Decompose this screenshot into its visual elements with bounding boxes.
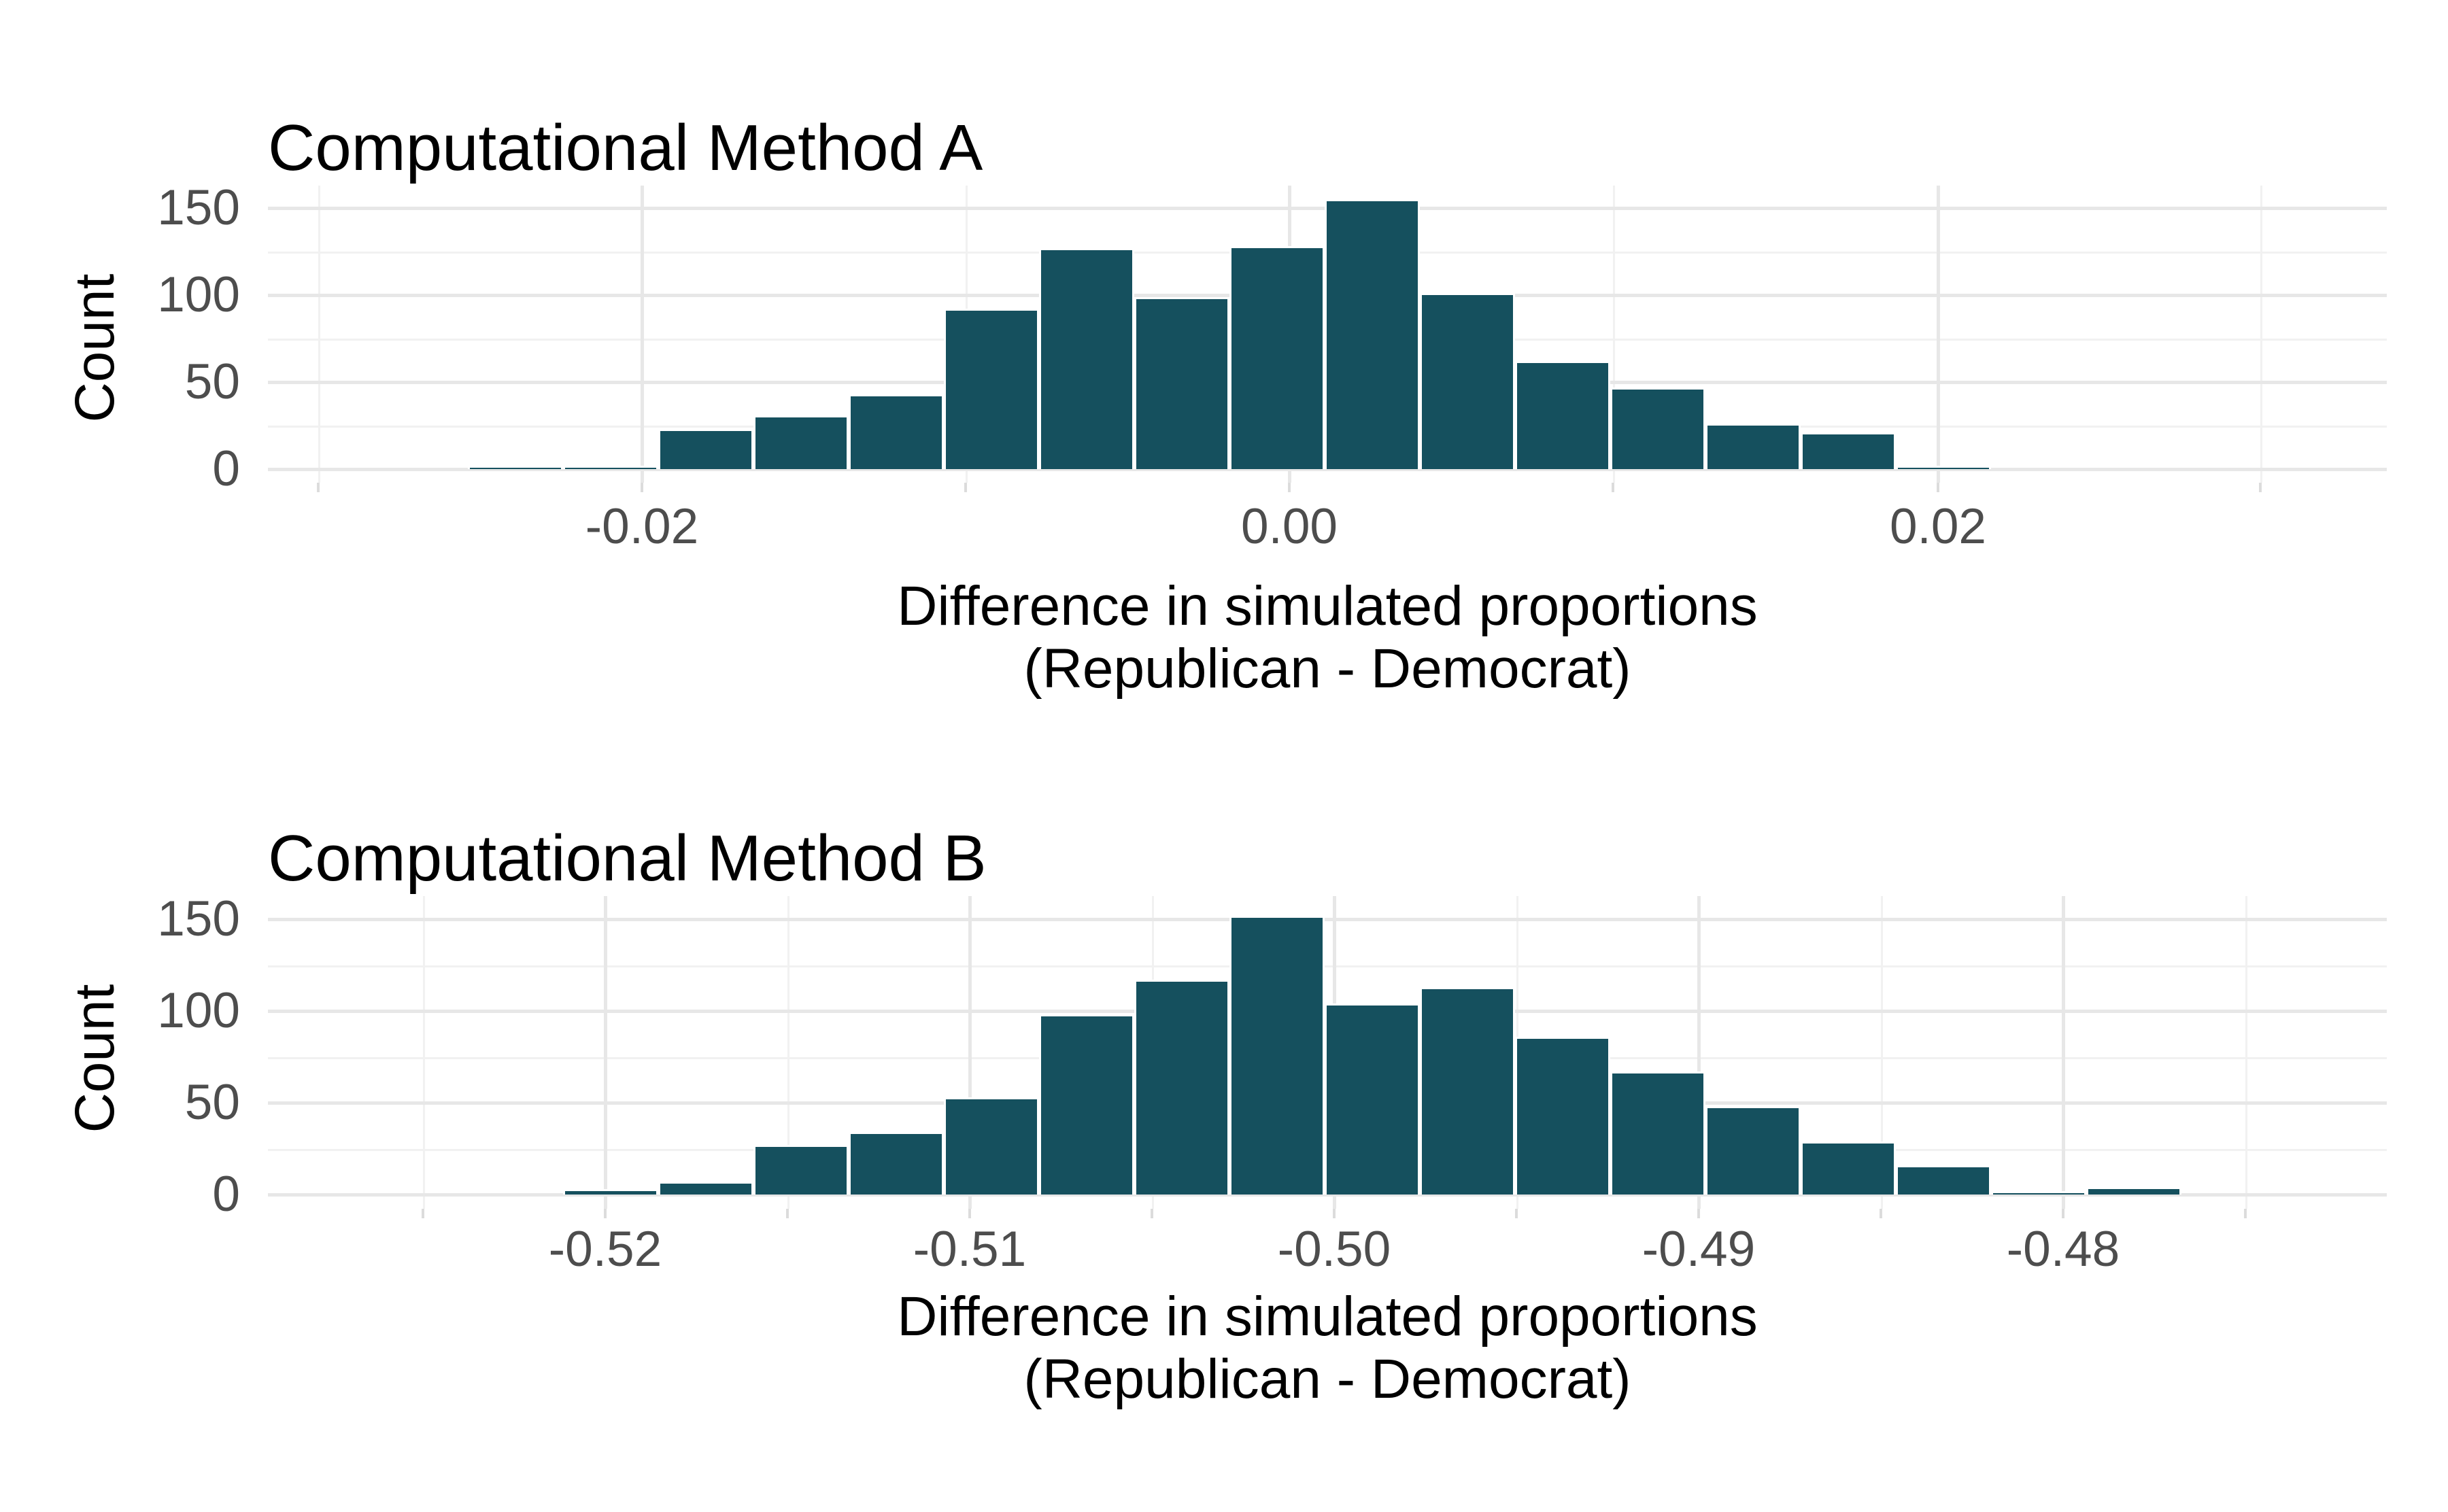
y-tick-label: 150 xyxy=(157,180,240,235)
x-tick-label: -0.02 xyxy=(585,499,699,554)
x-major-gridline xyxy=(604,896,607,1209)
histogram-bar xyxy=(1896,1165,1991,1195)
x-minor-gridline xyxy=(787,896,789,1209)
y-tick-label: 0 xyxy=(212,441,240,496)
x-tick-mark xyxy=(786,1209,789,1218)
x-tick-mark xyxy=(1612,483,1614,492)
x-tick-mark xyxy=(317,483,320,492)
histogram-bar xyxy=(1229,915,1325,1195)
x-tick-mark xyxy=(1288,483,1291,492)
histogram-bar xyxy=(1896,465,1991,469)
y-major-gridline xyxy=(268,468,2387,471)
histogram-bar xyxy=(1705,424,1801,469)
histogram-bar xyxy=(1705,1106,1801,1195)
histogram-bar xyxy=(1515,361,1610,469)
x-tick-mark xyxy=(422,1209,424,1218)
x-tick-mark xyxy=(1151,1209,1153,1218)
y-major-gridline xyxy=(268,1193,2387,1197)
histogram-bar xyxy=(1991,1190,2086,1195)
x-minor-gridline xyxy=(1613,186,1615,483)
histogram-bar xyxy=(849,394,944,469)
histogram-bar xyxy=(658,1182,753,1195)
x-major-gridline xyxy=(641,186,644,483)
histogram-bar xyxy=(944,309,1039,469)
y-tick-label: 100 xyxy=(157,267,240,322)
histogram-bar xyxy=(1801,432,1896,469)
chart-a-plot-panel: 0 50 100 150 -0.02 0.00 0.02 xyxy=(157,180,2387,554)
x-minor-gridline xyxy=(2245,896,2247,1209)
histogram-bar xyxy=(849,1132,944,1195)
histogram-bar xyxy=(468,465,563,469)
x-tick-label: -0.49 xyxy=(1642,1222,1756,1277)
chart-b-x-axis-title-line1: Difference in simulated proportions xyxy=(897,1286,1758,1347)
x-tick-mark xyxy=(2244,1209,2247,1218)
chart-a-x-axis-title-line1: Difference in simulated proportions xyxy=(897,575,1758,637)
histogram-bar xyxy=(1420,986,1515,1195)
histogram-bar xyxy=(1325,1003,1420,1195)
x-tick-mark xyxy=(964,483,967,492)
x-major-gridline xyxy=(1697,896,1701,1209)
histogram-bar xyxy=(1610,387,1705,469)
chart-b-title: Computational Method B xyxy=(268,821,987,895)
x-tick-mark xyxy=(604,1209,607,1218)
chart-b-x-axis-title: Difference in simulated proportions (Rep… xyxy=(268,1286,2387,1411)
histogram-bar xyxy=(658,429,753,469)
histogram-bar xyxy=(1420,293,1515,469)
x-major-gridline xyxy=(968,896,972,1209)
x-tick-label: -0.48 xyxy=(2006,1222,2120,1277)
y-tick-label: 50 xyxy=(184,354,240,409)
x-minor-gridline xyxy=(2260,186,2262,483)
x-tick-label: -0.52 xyxy=(548,1222,662,1277)
x-tick-label: 0.02 xyxy=(1889,499,1987,554)
x-tick-label: -0.50 xyxy=(1277,1222,1391,1277)
y-tick-label: 100 xyxy=(157,983,240,1038)
x-major-gridline xyxy=(2062,896,2065,1209)
x-tick-label: 0.00 xyxy=(1240,499,1338,554)
x-tick-label: -0.51 xyxy=(913,1222,1027,1277)
histogram-bar xyxy=(1325,199,1420,469)
x-tick-mark xyxy=(641,483,643,492)
histogram-bar xyxy=(1610,1071,1705,1195)
y-tick-label: 150 xyxy=(157,891,240,946)
chart-a-x-axis-title: Difference in simulated proportions (Rep… xyxy=(268,575,2387,700)
x-tick-mark xyxy=(2259,483,2262,492)
x-tick-mark xyxy=(1515,1209,1518,1218)
x-minor-gridline xyxy=(423,896,425,1209)
histogram-bar xyxy=(944,1097,1039,1195)
histogram-bar xyxy=(1801,1141,1896,1195)
x-tick-mark xyxy=(1697,1209,1700,1218)
y-minor-gridline xyxy=(268,965,2387,967)
histogram-bar xyxy=(1134,296,1229,469)
x-minor-gridline xyxy=(318,186,320,483)
chart-b-x-axis-title-line2: (Republican - Democrat) xyxy=(1023,1348,1631,1410)
y-tick-label: 50 xyxy=(184,1075,240,1130)
x-tick-mark xyxy=(1880,1209,1882,1218)
x-tick-mark xyxy=(1333,1209,1336,1218)
x-tick-mark xyxy=(968,1209,971,1218)
y-tick-label: 0 xyxy=(212,1167,240,1222)
histogram-bar xyxy=(2086,1187,2181,1195)
x-major-gridline xyxy=(1937,186,1940,483)
histogram-bar xyxy=(753,415,849,469)
x-minor-gridline xyxy=(1881,896,1883,1209)
chart-a-title: Computational Method A xyxy=(268,111,983,184)
histogram-bar xyxy=(1515,1036,1610,1195)
histogram-bar xyxy=(1039,1014,1134,1195)
histogram-bar xyxy=(563,465,658,469)
histogram-bar xyxy=(1134,980,1229,1195)
histogram-bar xyxy=(1039,247,1134,469)
histogram-bar xyxy=(1229,246,1325,469)
chart-b-plot-panel: 0 50 100 150 -0.52 -0.51 -0.50 -0.49 -0.48 xyxy=(157,891,2387,1277)
x-tick-mark xyxy=(2062,1209,2064,1218)
y-major-gridline xyxy=(268,918,2387,921)
x-tick-mark xyxy=(1937,483,1939,492)
chart-a-x-axis-title-line2: (Republican - Democrat) xyxy=(1023,638,1631,700)
histogram-bar xyxy=(753,1145,849,1195)
histogram-bar xyxy=(563,1188,658,1195)
